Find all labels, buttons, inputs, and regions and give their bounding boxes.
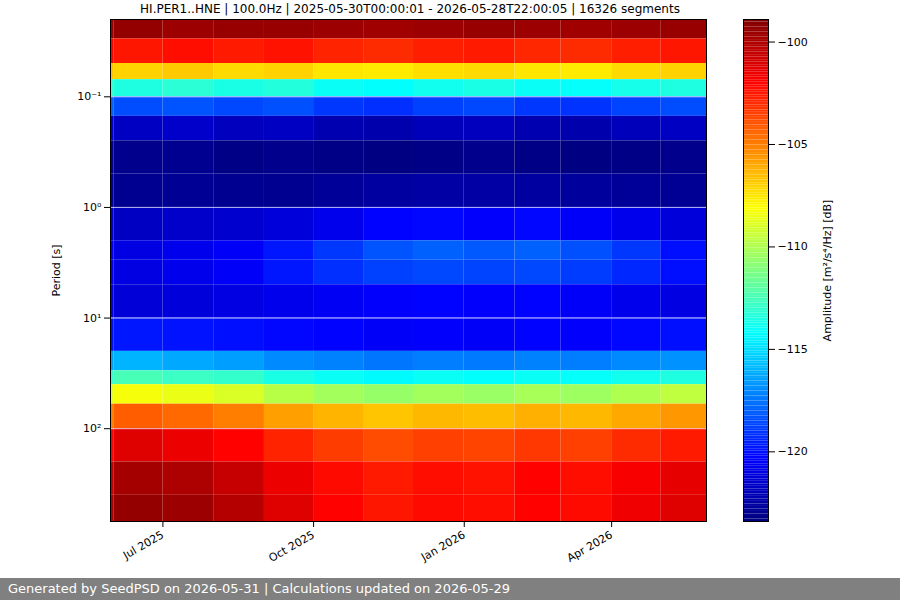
html-text:Generated by SeedPSD on 2026-0: Generated by SeedPSD on 2026-05-31 | Cal… — [8, 581, 510, 596]
svg-text:Period [s]: Period [s] — [50, 244, 63, 296]
svg-text:10⁻¹: 10⁻¹ — [77, 90, 101, 103]
svg-text:Amplitude [m²/s⁴/Hz] [dB]: Amplitude [m²/s⁴/Hz] [dB] — [821, 200, 834, 342]
svg-text:10⁰: 10⁰ — [83, 201, 102, 214]
html-text:HI.PER1..HNE | 100.0Hz | 2025-: HI.PER1..HNE | 100.0Hz | 2025-05-30T00:0… — [140, 2, 680, 16]
svg-text:Apr 2026: Apr 2026 — [565, 528, 615, 565]
svg-text:10²: 10² — [83, 422, 101, 435]
svg-text:−110: −110 — [778, 240, 808, 253]
svg-text:−105: −105 — [778, 138, 808, 151]
svg-text:10¹: 10¹ — [83, 312, 101, 325]
svg-text:−115: −115 — [778, 343, 808, 356]
svg-text:Jul 2025: Jul 2025 — [120, 528, 166, 562]
svg-text:Oct 2025: Oct 2025 — [267, 528, 317, 565]
svg-text:Jan 2026: Jan 2026 — [418, 528, 467, 564]
svg-text:−100: −100 — [778, 36, 808, 49]
svg-text:−120: −120 — [778, 445, 808, 458]
